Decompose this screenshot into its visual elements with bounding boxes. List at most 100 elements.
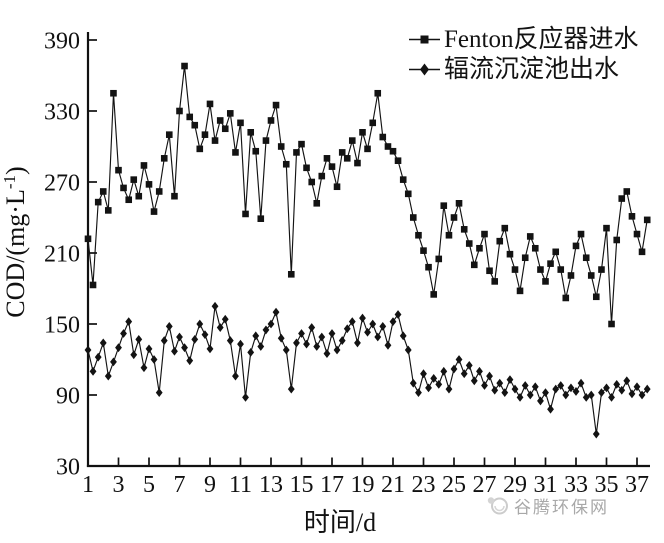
data-point-square [445,231,453,239]
data-point-diamond [242,392,249,402]
data-point-diamond [364,327,371,337]
x-tick-label: 3 [113,472,125,498]
data-point-diamond [252,331,260,341]
data-point-diamond [257,342,265,351]
data-point-square [374,89,382,97]
data-point-diamond [298,329,305,338]
data-point-square [313,200,321,207]
data-point-diamond [440,366,448,376]
data-point-diamond [359,313,366,323]
data-point-square [282,160,290,168]
data-point-diamond [567,383,575,393]
data-point-diamond [221,314,229,324]
watermark: 谷腾环保网 [486,493,609,518]
data-point-square [455,200,463,207]
data-point-diamond [415,388,422,398]
data-point-square [496,237,504,245]
y-axis-title: COD/(mg·L-1) [0,166,30,317]
data-point-square [221,125,229,133]
legend-label-influent: Fenton反应器进水 [444,26,639,53]
data-point-square [430,291,438,298]
data-point-square [511,266,519,273]
data-point-square [425,263,432,271]
data-point-diamond [323,349,331,358]
data-point-square [476,244,483,252]
data-point-square [450,214,458,221]
data-point-diamond [598,388,605,398]
data-point-diamond [343,324,351,334]
data-point-diamond [120,329,127,338]
data-point-diamond [618,385,626,395]
data-point-diamond [160,336,168,345]
data-point-square [567,272,575,279]
data-point-diamond [526,390,534,400]
data-point-square [440,202,448,209]
data-point-diamond [587,390,595,400]
x-axis-title: 时间/d [304,508,376,537]
data-point-diamond [506,375,514,385]
data-point-square [257,215,265,222]
data-point-square [206,100,214,108]
data-point-diamond [420,369,427,379]
data-point-square [216,117,224,124]
data-point-diamond [465,361,473,370]
data-point-diamond [186,356,194,366]
x-tick-label: 13 [259,472,283,498]
data-point-square [481,230,488,238]
data-point-square [537,266,544,273]
data-point-diamond [201,330,209,340]
data-point-square [598,266,605,273]
data-point-square [165,131,173,138]
data-point-square [415,231,422,239]
data-point-diamond [455,355,463,364]
x-tick-label: 17 [320,472,344,498]
x-tick-label: 19 [351,472,375,498]
data-point-square [354,159,361,167]
y-tick-label: 30 [56,455,80,481]
data-point-square [115,166,122,174]
data-point-diamond [409,378,417,388]
data-point-square [226,110,234,117]
data-point-diamond [94,352,102,362]
data-point-diamond [450,364,458,374]
legend: Fenton反应器进水 辐流沉淀池出水 [408,25,638,84]
data-point-diamond [486,371,493,381]
data-point-square [232,149,239,156]
data-point-square [501,224,509,232]
x-tick-label: 35 [595,472,619,498]
data-point-square [293,149,300,156]
data-point-diamond [435,379,443,389]
data-point-square [298,140,305,148]
data-point-square [211,137,219,144]
data-point-square [155,188,163,195]
x-tick-label: 31 [534,472,558,498]
data-point-square [110,89,117,97]
data-point-square [89,281,97,289]
data-point-square [633,230,641,238]
data-point-square [516,287,524,295]
data-point-diamond [150,355,158,364]
data-point-square [348,137,356,144]
data-point-square [247,129,255,136]
data-point-diamond [338,336,346,345]
square-marker-icon [409,35,440,44]
data-point-diamond [348,317,356,327]
data-point-diamond [511,384,519,394]
data-point-square [470,261,478,269]
x-tick-label: 7 [174,472,186,498]
data-point-diamond [313,342,321,351]
x-tick-label: 23 [412,472,436,498]
data-point-diamond [460,369,468,379]
data-point-square [582,254,590,262]
data-point-diamond [384,340,392,350]
data-point-diamond [303,339,310,349]
data-point-square [420,247,427,254]
y-tick-label: 270 [44,171,80,197]
data-point-diamond [633,382,641,392]
data-point-diamond [110,357,117,367]
data-point-diamond [638,390,646,400]
watermark-logo-icon [487,497,508,515]
data-point-square [587,272,595,279]
data-point-square [186,113,194,121]
